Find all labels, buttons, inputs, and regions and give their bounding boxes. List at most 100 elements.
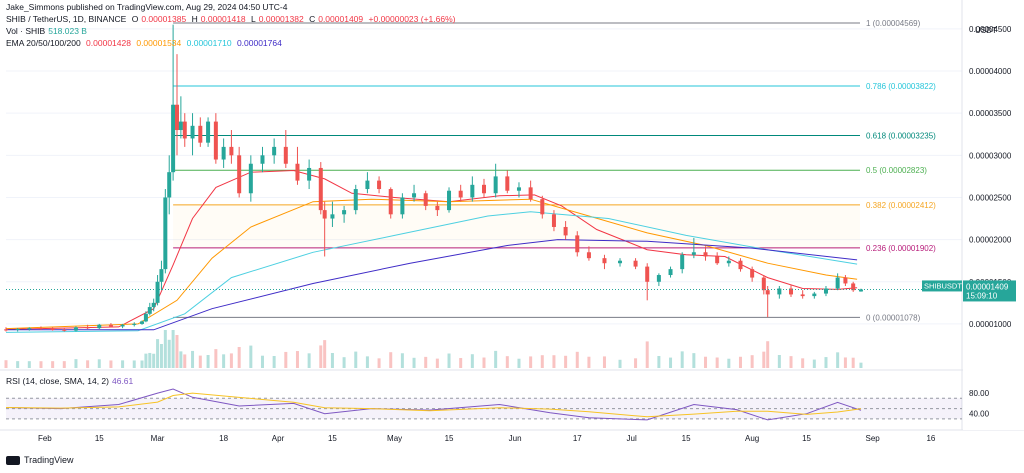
- volume-bar: [669, 357, 673, 368]
- candle-body: [435, 205, 440, 211]
- candle-body: [668, 269, 673, 276]
- time-tick-label: 15: [802, 434, 811, 443]
- volume-bar: [587, 356, 591, 368]
- candle-body: [151, 302, 156, 308]
- volume-legend[interactable]: Vol · SHIB 518.023 B: [6, 26, 87, 36]
- volume-bar: [295, 351, 299, 368]
- volume-bar: [529, 356, 533, 368]
- volume-bar: [836, 352, 840, 368]
- volume-bar: [692, 353, 696, 368]
- price-axis-bg: [963, 0, 1024, 430]
- volume-bar: [249, 345, 253, 368]
- volume-bar: [470, 354, 474, 368]
- candle-body: [318, 167, 323, 211]
- time-tick-label: 17: [573, 434, 582, 443]
- candle-body: [528, 187, 533, 200]
- volume-bar: [222, 354, 226, 368]
- time-tick-label: Apr: [272, 434, 285, 443]
- volume-bar: [851, 357, 855, 368]
- candle-body: [447, 190, 452, 211]
- candle-body: [691, 252, 696, 255]
- volume-bar: [494, 350, 498, 368]
- volume-bar: [323, 340, 327, 368]
- candle-body: [540, 199, 545, 215]
- candle-body: [15, 328, 20, 330]
- volume-bar: [27, 361, 31, 368]
- fib-retracement[interactable]: 1 (0.00004569) 0.786 (0.00003822) 0.618 (0…: [173, 19, 936, 322]
- time-tick-label: Mar: [151, 434, 165, 443]
- candle-body: [174, 104, 179, 131]
- volume-bar: [645, 341, 649, 368]
- candle-body: [229, 146, 234, 156]
- symbol-info: SHIB / TetherUS, 1D, BINANCE O 0.00001385…: [6, 14, 456, 24]
- candle-body: [458, 190, 463, 198]
- volume-bar: [447, 353, 451, 368]
- candle-body: [4, 329, 8, 331]
- candle-body: [789, 288, 794, 295]
- tradingview-brand[interactable]: TradingView: [6, 455, 74, 465]
- candle-body: [120, 324, 125, 327]
- published-by: Jake_Simmons published on TradingView.co…: [6, 2, 288, 12]
- candle-body: [182, 121, 187, 139]
- countdown-label: 15:09:10: [966, 291, 998, 300]
- volume-bar: [354, 351, 358, 368]
- candle-body: [645, 266, 650, 282]
- fib-label: 0 (0.00001078): [866, 313, 921, 322]
- volume-bar: [179, 351, 183, 368]
- time-tick-label: 18: [219, 434, 228, 443]
- candle-body: [330, 214, 335, 219]
- ema-line: [5, 211, 858, 333]
- volume-bar: [260, 355, 264, 368]
- candle-body: [516, 187, 521, 191]
- candle-body: [132, 323, 137, 325]
- fib-label: 1 (0.00004569): [866, 19, 921, 28]
- time-tick-label: 15: [445, 434, 454, 443]
- ema-legend[interactable]: EMA 20/50/100/200 0.00001428 0.00001534 …: [6, 38, 282, 48]
- volume-bar: [163, 330, 167, 368]
- symbol-badge: [922, 280, 962, 292]
- volume-bar: [16, 361, 20, 368]
- fib-label: 0.786 (0.00003822): [866, 82, 936, 91]
- volume-bar: [51, 361, 55, 368]
- symbol-name[interactable]: SHIB / TetherUS, 1D, BINANCE: [6, 14, 127, 24]
- candle-body: [283, 146, 288, 164]
- ema-line: [5, 169, 858, 330]
- rsi-legend[interactable]: RSI (14, close, SMA, 14, 2) 46.61: [6, 376, 134, 386]
- volume-bar: [540, 355, 544, 368]
- volume-bar: [412, 357, 416, 368]
- candle-body: [178, 121, 183, 131]
- volume-bar: [183, 354, 187, 368]
- volume-bar: [812, 359, 816, 368]
- volume-bar: [602, 356, 606, 368]
- volume-bar: [459, 358, 463, 368]
- volume-bars: [4, 330, 863, 368]
- volume-bar: [435, 358, 439, 368]
- fib-label: 0.236 (0.00001902): [866, 244, 936, 253]
- candle-body: [163, 197, 168, 270]
- price-tick-label: 0.00004500: [969, 25, 1012, 34]
- volume-bar: [284, 351, 288, 368]
- currency-label: USDT: [975, 26, 997, 35]
- volume-bar: [750, 355, 754, 368]
- candle-body: [423, 193, 428, 206]
- volume-bar: [214, 349, 218, 368]
- volume-bar: [824, 357, 828, 368]
- ema-lines: [5, 169, 858, 333]
- volume-bar: [738, 356, 742, 368]
- volume-bar: [148, 352, 152, 368]
- time-tick-label: Sep: [866, 434, 881, 443]
- candle-body: [365, 180, 370, 190]
- volume-bar: [175, 335, 179, 368]
- time-tick-label: 15: [682, 434, 691, 443]
- candle-body: [155, 281, 160, 303]
- volume-bar: [762, 351, 766, 368]
- volume-bar: [237, 347, 241, 368]
- candle-body: [198, 125, 203, 143]
- candle-body: [602, 258, 607, 264]
- candle-body: [823, 288, 828, 294]
- candle-body: [248, 163, 253, 194]
- candle-body: [738, 260, 743, 270]
- candle-body: [575, 235, 580, 253]
